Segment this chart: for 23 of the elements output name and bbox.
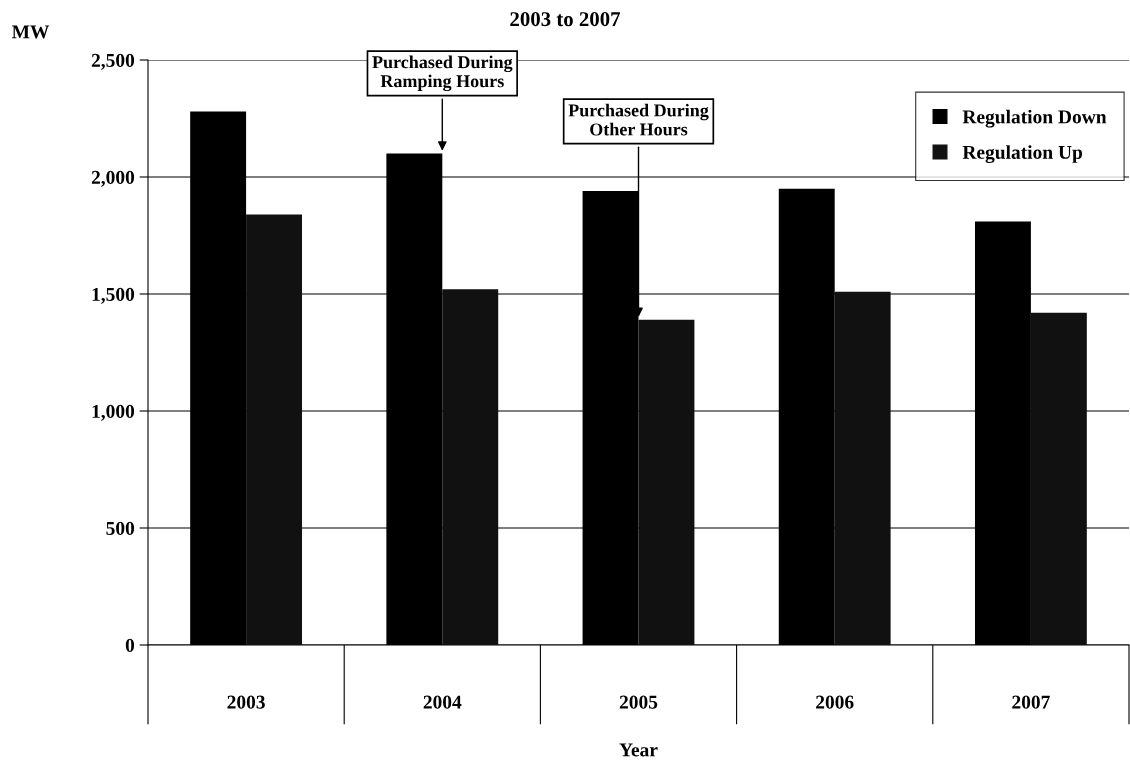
y-tick-label: 2,000 (91, 170, 135, 187)
y-tick-label: 2,500 (91, 53, 135, 70)
x-tick-label: 2005 (619, 695, 658, 709)
chart-title: 2003 to 2007 (510, 12, 621, 27)
x-tick-label: 2004 (423, 695, 462, 709)
bar (442, 289, 499, 645)
bar (1030, 312, 1087, 645)
y-tick-label: 500 (106, 521, 135, 535)
legend-label: Regulation Down (962, 109, 1107, 128)
x-tick-label: 2007 (1012, 695, 1050, 709)
bar (638, 319, 695, 645)
y-tick-label: 1,500 (92, 287, 135, 304)
x-tick-label: 2006 (816, 695, 854, 709)
annotation: Purchased During Other Hours (568, 103, 709, 136)
legend-label: Regulation Up (962, 145, 1083, 163)
x-tick-label: 2003 (227, 695, 265, 709)
annotation: Purchased During Ramping Hours (372, 55, 513, 92)
y-axis-title: MW (11, 25, 50, 39)
y-tick-label: 1,000 (92, 404, 135, 421)
y-tick-label: 0 (125, 638, 135, 652)
bar (834, 291, 891, 645)
x-axis-title: Year (619, 743, 658, 757)
bar (246, 214, 303, 645)
